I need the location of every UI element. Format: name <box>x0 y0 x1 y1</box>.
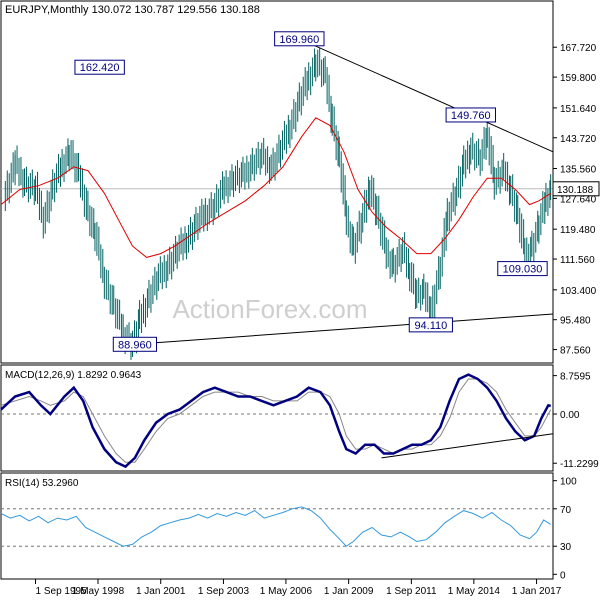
x-tick-label: 1 Jan 2017 <box>512 586 562 597</box>
price-y-tick-label: 143.720 <box>560 134 597 145</box>
price-y-tick-label: 95.480 <box>560 316 591 327</box>
chart-header: EURJPY,Monthly 130.072 130.787 129.556 1… <box>5 4 260 16</box>
rsi-y-tick-label: 70 <box>560 505 572 516</box>
trendline <box>299 38 554 153</box>
x-tick-label: 1 May 1998 <box>72 586 125 597</box>
price-y-tick-label: 159.800 <box>560 73 597 84</box>
x-tick-label: 1 Sep 2003 <box>198 586 250 597</box>
price-annotation-box <box>497 261 548 277</box>
price-y-tick-label: 135.560 <box>560 165 597 176</box>
price-annotation-box <box>274 31 325 47</box>
rsi-line <box>0 506 551 547</box>
x-tick-label: 1 Sep 2011 <box>386 586 437 597</box>
price-y-tick-label: 87.560 <box>560 346 591 357</box>
axes: 167.720 159.800 151.640 143.720 135.560 127.6… <box>35 43 600 597</box>
x-tick-label: 1 May 2014 <box>448 586 501 597</box>
watermark: ActionForex.com <box>172 294 367 324</box>
last-price-label: 130.188 <box>557 185 594 196</box>
price-plot: 162.420 169.960 149.760 109.030 94.110 88.960 <box>0 31 554 360</box>
rsi-y-tick-label: 30 <box>560 542 572 553</box>
macd-panel <box>0 364 554 472</box>
trendline <box>134 313 554 345</box>
macd-y-tick-label: 0.00 <box>560 410 580 421</box>
price-y-tick-label: 103.400 <box>560 286 597 297</box>
price-annotation-box <box>74 59 125 75</box>
rsi-label: RSI(14) 53.2960 <box>5 478 79 489</box>
rsi-plot <box>0 506 553 547</box>
x-tick-label: 1 May 2006 <box>260 586 313 597</box>
price-y-tick-label: 151.640 <box>560 104 597 115</box>
price-y-tick-label: 167.720 <box>560 43 597 54</box>
price-y-tick-label: 127.640 <box>560 194 597 205</box>
macd-label: MACD(12,26,9) 1.8292 0.9643 <box>5 370 142 381</box>
price-annotation: 109.030 <box>503 264 543 276</box>
price-annotation-box <box>112 336 157 352</box>
price-y-tick-label: 111.560 <box>560 255 595 266</box>
rsi-y-tick-label: 100 <box>560 477 577 488</box>
price-annotation: 169.960 <box>279 34 319 46</box>
macd-plot <box>0 373 554 469</box>
price-annotation: 149.760 <box>451 110 491 122</box>
macd-trendline <box>381 433 554 459</box>
price-annotation: 162.420 <box>80 62 120 74</box>
price-y-tick-label: 119.480 <box>560 225 596 236</box>
price-annotation: 88.960 <box>118 339 152 351</box>
moving-average-line <box>0 117 551 258</box>
x-tick-label: 1 Jan 2001 <box>136 586 186 597</box>
macd-y-tick-label: 8.7595 <box>560 372 591 383</box>
x-tick-label: 1 Sep 1995 <box>36 586 88 597</box>
rsi-panel <box>0 472 554 580</box>
price-annotation: 94.110 <box>414 320 447 332</box>
macd-y-tick-label: -11.2299 <box>560 459 599 470</box>
rsi-y-tick-label: 0 <box>560 570 566 581</box>
price-annotation-box <box>408 317 453 333</box>
x-tick-label: 1 Jan 2009 <box>324 586 374 597</box>
last-price-tag <box>552 181 600 197</box>
price-annotation-box <box>445 107 496 123</box>
macd-signal-line <box>0 378 552 463</box>
macd-line <box>0 373 552 469</box>
